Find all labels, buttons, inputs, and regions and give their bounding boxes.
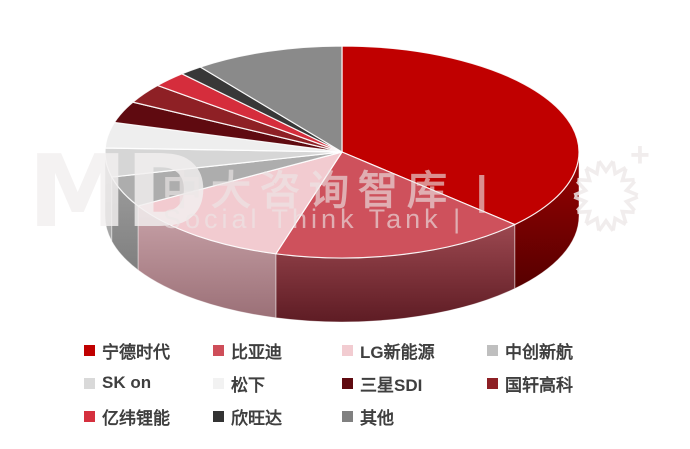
- legend-item-4[interactable]: SK on: [84, 373, 213, 392]
- legend-item-5[interactable]: 松下: [213, 374, 342, 395]
- legend-item-3[interactable]: 中创新航: [487, 341, 573, 362]
- legend-swatch-icon: [213, 410, 224, 422]
- legend-swatch-icon: [342, 377, 353, 389]
- legend-swatch-icon: [487, 377, 498, 389]
- legend-swatch-icon: [84, 344, 95, 356]
- legend-label: 三星SDI: [360, 375, 423, 395]
- legend-item-7[interactable]: 国轩高科: [487, 374, 573, 395]
- legend-item-2[interactable]: LG新能源: [342, 341, 487, 362]
- legend-item-0[interactable]: 宁德时代: [84, 341, 213, 362]
- legend-label: 亿纬锂能: [102, 408, 170, 428]
- legend-label: 宁德时代: [102, 342, 170, 362]
- legend-item-10[interactable]: 其他: [342, 407, 487, 428]
- legend: 宁德时代 比亚迪 LG新能源 中创新航 SK on 松下 三星SDI 国轩高科亿纬锂能 欣旺达 其…: [84, 341, 573, 428]
- legend-label: SK on: [102, 373, 152, 392]
- pie-slice-其他[interactable]: [199, 45, 343, 153]
- legend-swatch-icon: [213, 377, 224, 389]
- legend-item-8[interactable]: 亿纬锂能: [84, 407, 213, 428]
- pie-slice-比亚迪[interactable]: [275, 151, 516, 259]
- legend-label: LG新能源: [360, 342, 435, 362]
- pie-slice-LG新能源[interactable]: [137, 151, 343, 255]
- legend-swatch-icon: [342, 344, 353, 356]
- pie-slice-宁德时代[interactable]: [341, 45, 580, 226]
- legend-label: 欣旺达: [231, 408, 282, 428]
- legend-swatch-icon: [342, 410, 353, 422]
- legend-label: 国轩高科: [505, 375, 573, 395]
- legend-label: 中创新航: [505, 342, 573, 362]
- legend-swatch-icon: [84, 377, 95, 389]
- legend-label: 其他: [360, 408, 394, 428]
- legend-label: 比亚迪: [231, 342, 282, 362]
- legend-item-6[interactable]: 三星SDI: [342, 374, 487, 395]
- legend-swatch-icon: [213, 344, 224, 356]
- legend-item-1[interactable]: 比亚迪: [213, 341, 342, 362]
- legend-swatch-icon: [84, 410, 95, 422]
- legend-item-9[interactable]: 欣旺达: [213, 407, 342, 428]
- legend-swatch-icon: [487, 344, 498, 356]
- legend-label: 松下: [231, 375, 265, 395]
